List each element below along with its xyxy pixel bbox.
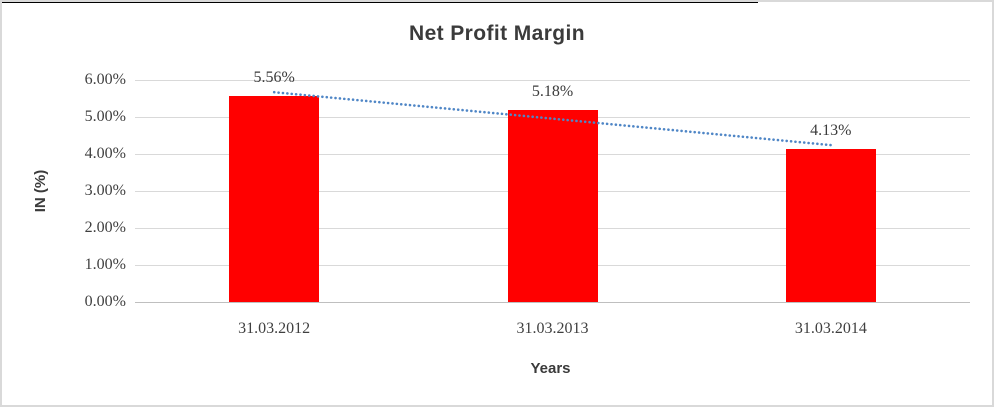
chart-title: Net Profit Margin xyxy=(409,22,585,45)
y-tick-label: 2.00% xyxy=(84,219,126,236)
x-category-label: 31.03.2012 xyxy=(238,320,311,337)
bar-31.03.2013 xyxy=(507,110,598,302)
data-label: 5.18% xyxy=(531,83,574,101)
y-tick-label: 0.00% xyxy=(84,293,126,310)
data-label: 5.56% xyxy=(253,69,295,87)
bar-31.03.2012 xyxy=(229,96,320,302)
y-tick-label: 3.00% xyxy=(84,182,126,199)
y-tick-label: 1.00% xyxy=(84,256,126,273)
y-tick-label: 4.00% xyxy=(84,145,126,162)
top-border-accent xyxy=(2,2,758,3)
data-label: 4.13% xyxy=(810,122,852,140)
bar-31.03.2014 xyxy=(785,149,876,302)
y-tick-label: 6.00% xyxy=(84,71,126,88)
x-category-label: 31.03.2013 xyxy=(516,320,589,337)
left-border-accent xyxy=(0,0,2,407)
x-category-label: 31.03.2014 xyxy=(794,320,867,337)
x-axis-title: Years xyxy=(530,360,571,377)
x-axis-line xyxy=(135,301,970,303)
y-tick-label: 5.00% xyxy=(84,108,126,125)
gridline xyxy=(135,79,970,81)
